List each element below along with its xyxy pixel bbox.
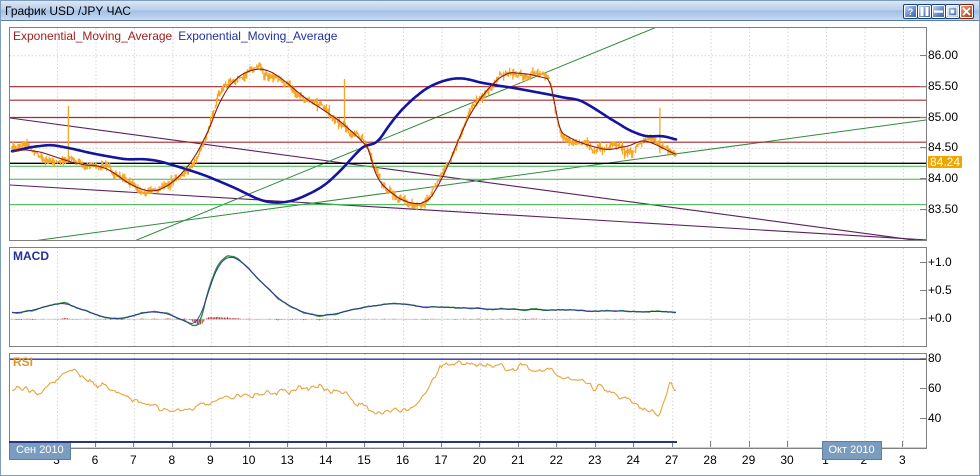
svg-text:?: ? — [908, 7, 914, 17]
